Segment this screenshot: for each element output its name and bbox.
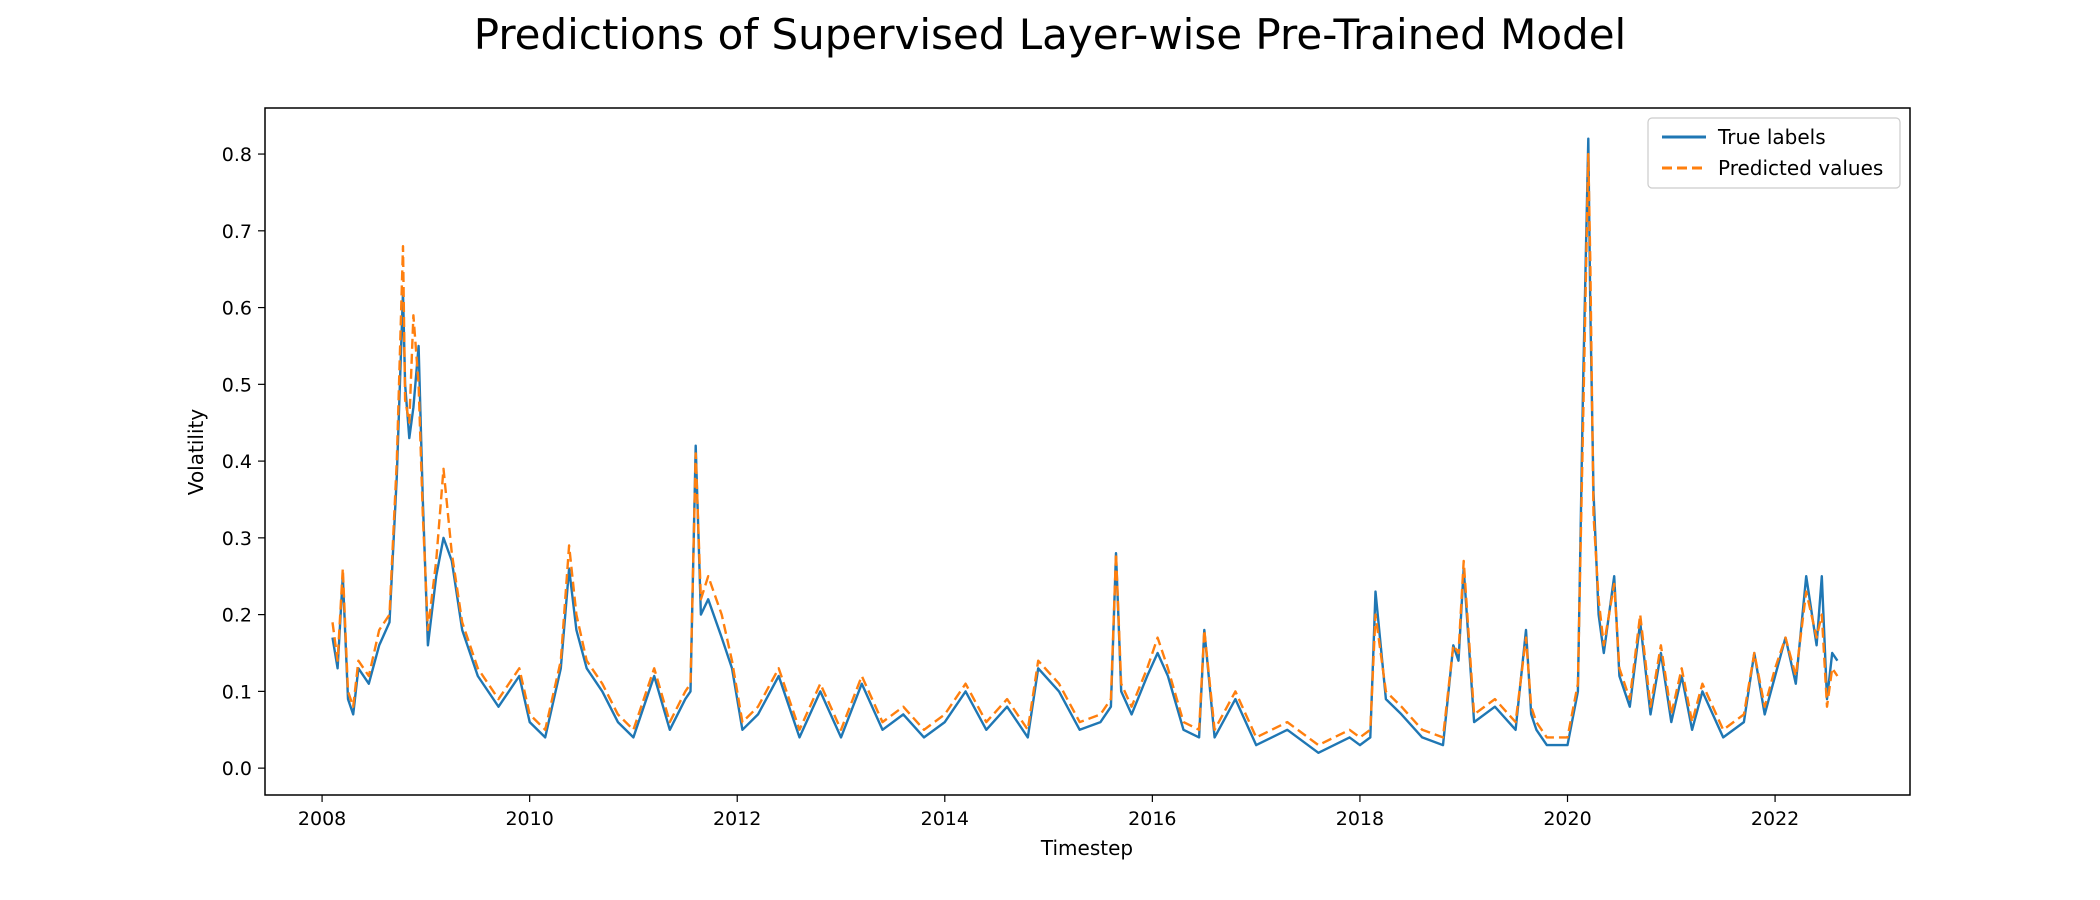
x-axis-label: Timestep bbox=[1040, 836, 1133, 860]
y-tick-label: 0.0 bbox=[222, 758, 252, 780]
x-axis: 2008 2010 2012 2014 2016 2018 2020 2022 bbox=[298, 795, 1799, 830]
x-tick-label: 2022 bbox=[1751, 808, 1799, 830]
y-axis: 0.0 0.1 0.2 0.3 0.4 0.5 0.6 0.7 0.8 bbox=[222, 144, 265, 780]
legend-label-true-labels: True labels bbox=[1717, 125, 1826, 149]
y-tick-label: 0.4 bbox=[222, 451, 252, 473]
y-tick-label: 0.7 bbox=[222, 221, 252, 243]
series-line-predicted-values bbox=[331, 152, 1839, 747]
x-tick-label: 2018 bbox=[1336, 808, 1384, 830]
x-tick-label: 2008 bbox=[298, 808, 346, 830]
x-tick-label: 2020 bbox=[1543, 808, 1591, 830]
y-tick-label: 0.3 bbox=[222, 528, 252, 550]
y-axis-label: Volatility bbox=[184, 409, 208, 496]
x-tick-label: 2016 bbox=[1128, 808, 1176, 830]
legend: True labels Predicted values bbox=[1647, 117, 1901, 189]
x-tick-label: 2014 bbox=[921, 808, 969, 830]
plot-lines bbox=[331, 137, 1839, 754]
series-line-true-labels bbox=[331, 137, 1839, 754]
y-tick-label: 0.6 bbox=[222, 298, 252, 320]
y-tick-label: 0.5 bbox=[222, 374, 252, 396]
legend-box bbox=[1647, 117, 1901, 189]
y-tick-label: 0.8 bbox=[222, 144, 252, 166]
chart-title: Predictions of Supervised Layer-wise Pre… bbox=[473, 10, 1627, 59]
legend-label-predicted-values: Predicted values bbox=[1718, 156, 1883, 180]
y-tick-label: 0.2 bbox=[222, 605, 252, 627]
plot-frame bbox=[264, 107, 1911, 796]
y-tick-label: 0.1 bbox=[222, 681, 252, 703]
x-tick-label: 2010 bbox=[505, 808, 553, 830]
x-tick-label: 2012 bbox=[713, 808, 761, 830]
